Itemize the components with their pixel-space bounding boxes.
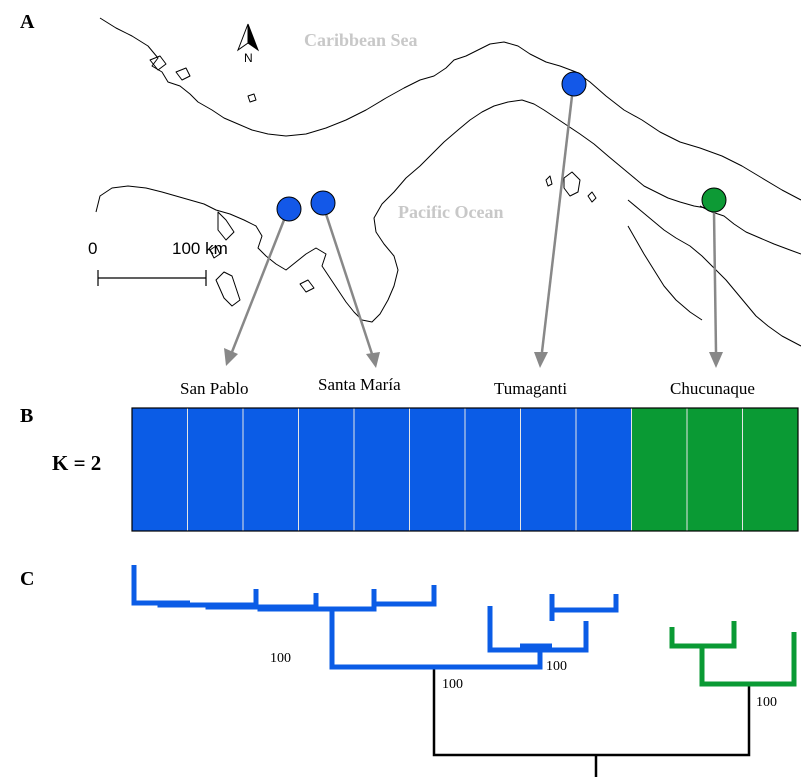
site-marker-tumaganti (561, 71, 587, 97)
site-label-chucunaque: Chucunaque (670, 379, 755, 398)
site-label-santa-maria: Santa María (318, 375, 401, 394)
sampling-sites (276, 71, 727, 222)
north-label: N (244, 51, 253, 65)
structure-individual-bar (686, 407, 743, 532)
structure-individual-bar (575, 407, 632, 532)
panel-label-c: C (20, 568, 34, 590)
tree-blue-clade (131, 565, 619, 670)
site-label-san-pablo: San Pablo (180, 379, 248, 398)
structure-individual-bar (464, 407, 521, 532)
support-label-2: 100 (442, 677, 463, 692)
site-label-tumaganti: Tumaganti (494, 379, 567, 398)
structure-plot (131, 407, 799, 532)
structure-individual-bar (631, 407, 688, 532)
site-marker-santa-maria (310, 190, 336, 216)
scale-end-label: 100 km (172, 239, 228, 258)
structure-individual-bar (353, 407, 410, 532)
scale-start-label: 0 (88, 239, 97, 258)
map-coastline (95, 17, 801, 347)
support-label-1: 100 (270, 651, 291, 666)
site-marker-chucunaque (701, 187, 727, 213)
phylogenetic-tree: 100 100 100 100 (131, 565, 797, 777)
panel-label-b: B (20, 405, 33, 427)
structure-individual-bar (187, 407, 244, 532)
structure-individual-bar (409, 407, 466, 532)
support-label-3: 100 (546, 659, 567, 674)
support-label-4: 100 (756, 695, 777, 710)
site-arrows (224, 95, 723, 368)
structure-individual-bar (298, 407, 355, 532)
north-arrow-icon: N (236, 23, 260, 65)
k-label: K = 2 (52, 451, 101, 475)
panel-label-a: A (20, 11, 35, 33)
pacific-ocean-label: Pacific Ocean (398, 202, 503, 222)
tree-root-branches (432, 667, 751, 777)
scale-bar: 0 100 km (88, 239, 228, 286)
structure-individual-bar (742, 407, 799, 532)
tree-green-clade (669, 621, 797, 687)
structure-individual-bar (520, 407, 577, 532)
caribbean-sea-label: Caribbean Sea (304, 30, 418, 50)
structure-frame (131, 407, 799, 532)
site-marker-san-pablo (276, 196, 302, 222)
structure-individual-bar (242, 407, 299, 532)
structure-individual-bar (131, 407, 188, 532)
